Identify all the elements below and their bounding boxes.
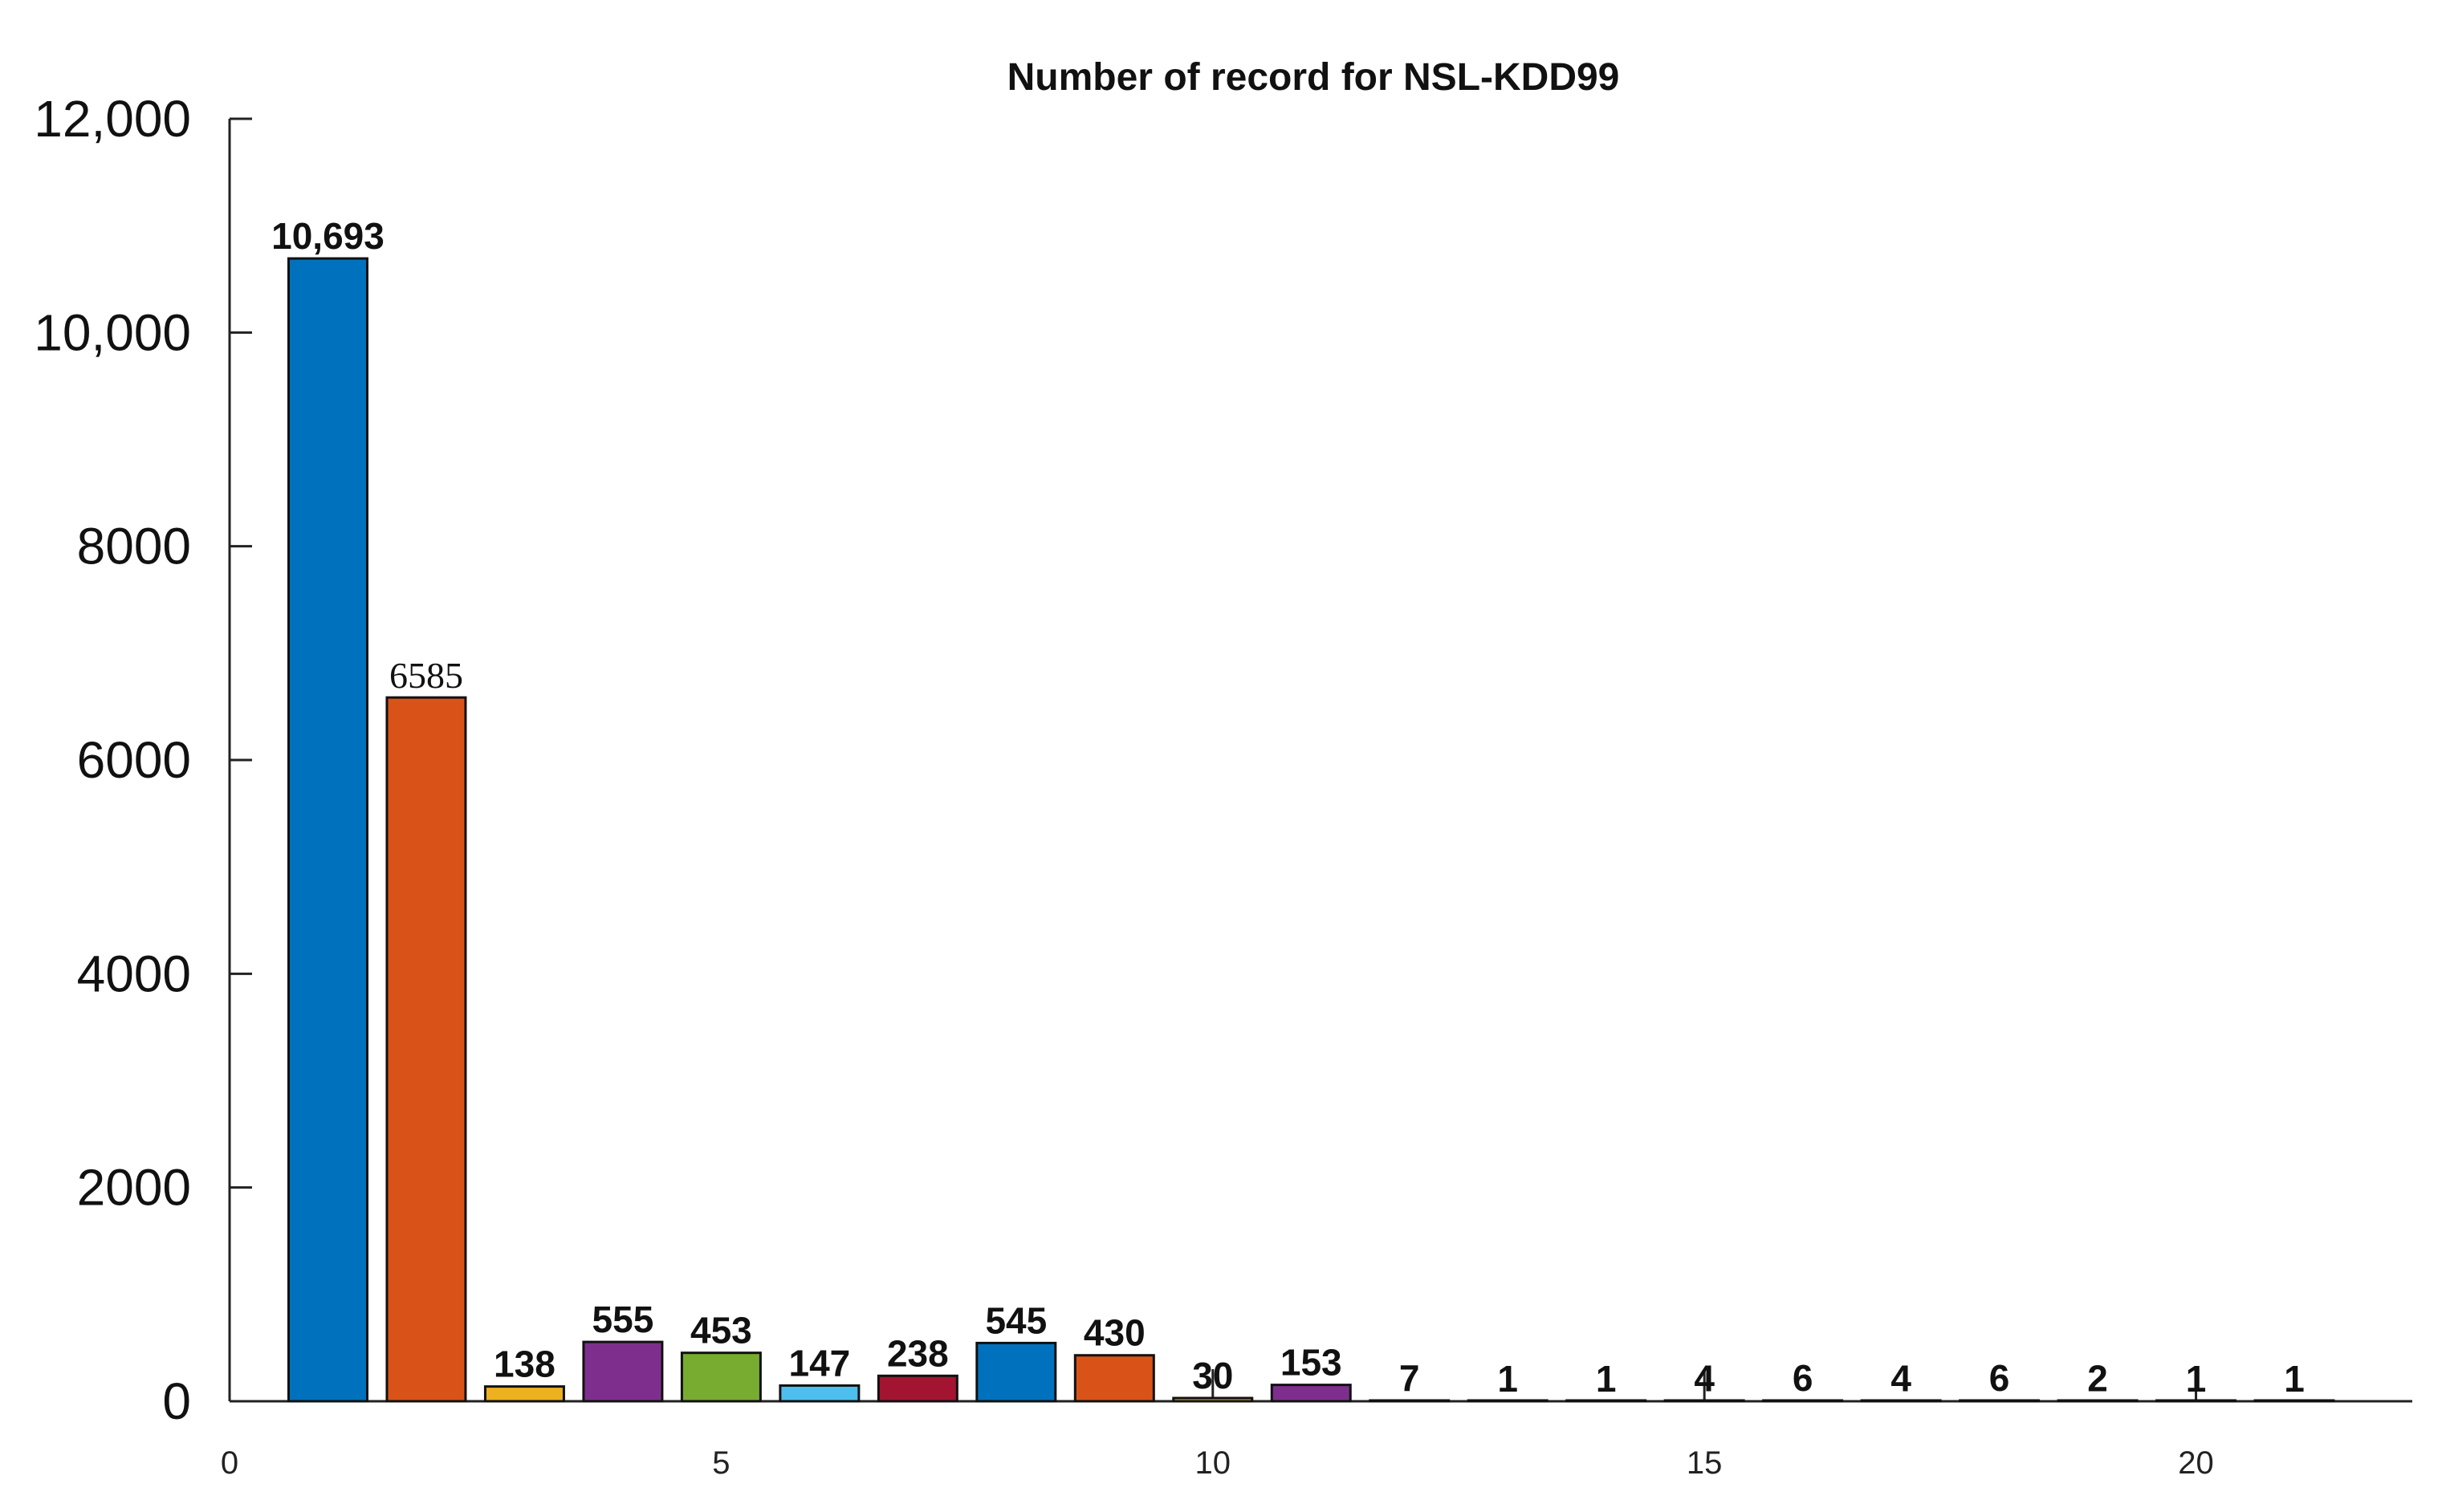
- bar-19: [2057, 1399, 2139, 1403]
- y-tick-label: 0: [162, 1372, 191, 1430]
- data-label-13: 1: [1497, 1358, 1518, 1400]
- data-label-15: 4: [1694, 1357, 1715, 1399]
- bar-10: [1172, 1396, 1254, 1403]
- bar-12: [1369, 1399, 1451, 1403]
- x-tick-label: 20: [2178, 1445, 2214, 1481]
- data-label-10: 30: [1192, 1355, 1233, 1396]
- bar-17: [1860, 1399, 1942, 1403]
- bar-7: [877, 1374, 958, 1403]
- bar-5: [680, 1351, 762, 1403]
- axes: 0 2000 4000 6000 8000 10,000 12,000 0 5 10 15 20: [34, 90, 2412, 1481]
- bar-1: [287, 257, 368, 1403]
- data-label-2: 6585: [389, 655, 463, 696]
- x-tick-label: 5: [712, 1445, 730, 1481]
- y-tick-label: 10,000: [34, 303, 191, 361]
- data-label-16: 6: [1793, 1357, 1813, 1399]
- data-label-21: 1: [2284, 1358, 2305, 1400]
- bar-14: [1565, 1399, 1647, 1403]
- data-label-19: 2: [2087, 1358, 2108, 1400]
- bar-3: [483, 1385, 565, 1403]
- chart-title: Number of record for NSL-KDD99: [1007, 56, 1620, 99]
- y-tick-label: 2000: [77, 1159, 191, 1217]
- bar-6: [779, 1384, 861, 1403]
- bar-2: [385, 696, 467, 1403]
- data-label-6: 147: [788, 1342, 850, 1384]
- bar-8: [975, 1341, 1057, 1403]
- data-label-5: 453: [690, 1310, 752, 1351]
- data-label-7: 238: [887, 1332, 949, 1374]
- data-label-9: 430: [1084, 1312, 1146, 1354]
- bars: [287, 257, 2335, 1403]
- data-label-3: 138: [494, 1343, 556, 1385]
- bar-18: [1959, 1399, 2041, 1403]
- bar-4: [582, 1340, 664, 1403]
- data-label-1: 10,693: [271, 215, 385, 257]
- data-label-11: 153: [1280, 1342, 1342, 1384]
- x-tick-label: 10: [1195, 1445, 1231, 1481]
- x-tick-label: 0: [221, 1445, 238, 1481]
- data-label-4: 555: [592, 1299, 654, 1340]
- data-label-14: 1: [1596, 1358, 1617, 1400]
- data-label-8: 545: [985, 1299, 1047, 1341]
- data-label-18: 6: [1989, 1357, 2010, 1399]
- bar-13: [1467, 1399, 1549, 1403]
- y-tick-label: 12,000: [34, 90, 191, 148]
- bar-15: [1663, 1399, 1745, 1403]
- bar-11: [1270, 1384, 1352, 1403]
- bar-20: [2155, 1399, 2237, 1403]
- y-tick-label: 8000: [77, 518, 191, 575]
- data-labels: 10,693 6585 138 555 453 147 238 545 430 30 153 7 1 1 4…: [271, 215, 2305, 1400]
- y-tick-label: 4000: [77, 945, 191, 1002]
- bar-16: [1762, 1399, 1844, 1403]
- bar-9: [1073, 1354, 1155, 1403]
- data-label-12: 7: [1399, 1357, 1420, 1399]
- y-tick-label: 6000: [77, 731, 191, 789]
- data-label-17: 4: [1890, 1357, 1911, 1399]
- x-tick-label: 15: [1687, 1445, 1723, 1481]
- bar-21: [2253, 1399, 2335, 1403]
- data-label-20: 1: [2186, 1358, 2207, 1400]
